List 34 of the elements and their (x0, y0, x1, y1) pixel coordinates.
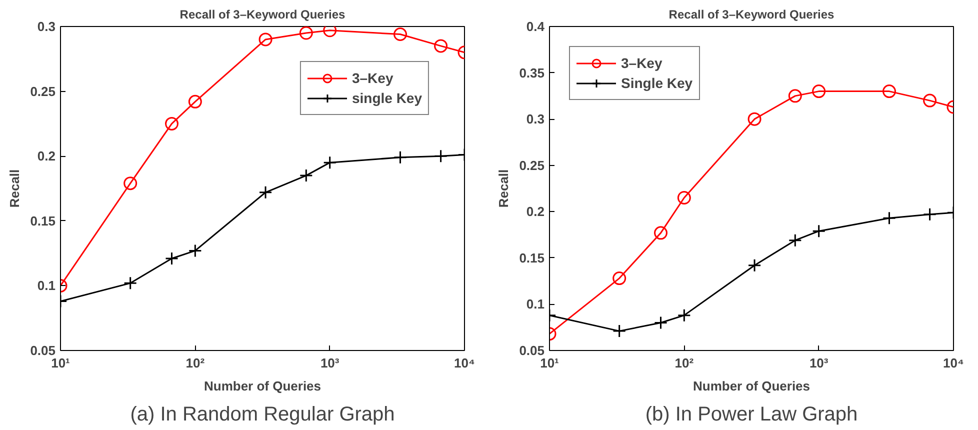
x-tick-label: 10¹ (51, 356, 70, 370)
y-tick-label: 0.35 (519, 65, 545, 80)
x-tick-label: 10⁴ (454, 356, 475, 370)
y-tick-label: 0.05 (519, 343, 545, 358)
chart-title: Recall of 3–Keyword Queries (180, 8, 346, 22)
legend-label: Single Key (621, 75, 693, 91)
x-axis-title: Number of Queries (204, 378, 322, 394)
y-axis-title: Recall (496, 169, 512, 208)
text: (b) In Power Law Graph (645, 404, 858, 426)
y-tick-label: 0.3 (526, 112, 545, 127)
y-axis-title: Recall (7, 169, 22, 208)
y-tick-label: 0.4 (526, 19, 546, 34)
y-tick-label: 0.1 (526, 296, 545, 312)
x-tick-label: 10⁴ (943, 356, 964, 370)
text: (a) In Random Regular Graph (130, 404, 395, 426)
legend-label: single Key (352, 90, 422, 106)
y-tick-label: 0.15 (519, 250, 545, 266)
x-tick-label: 10¹ (540, 356, 559, 370)
y-tick-label: 0.2 (526, 204, 545, 220)
legend-label: 3–Key (621, 55, 662, 71)
y-tick-label: 0.2 (37, 148, 56, 164)
x-tick-label: 10² (674, 356, 694, 370)
y-tick-label: 0.15 (30, 213, 56, 228)
y-tick-label: 0.25 (519, 158, 545, 173)
x-axis-title: Number of Queries (692, 378, 810, 394)
chart-title: Recall of 3–Keyword Queries (668, 8, 835, 22)
x-tick-label: 10³ (320, 356, 340, 370)
legend-label: 3–Key (352, 70, 394, 86)
y-tick-label: 0.1 (37, 278, 56, 294)
y-tick-label: 0.05 (30, 343, 56, 358)
x-tick-label: 10³ (809, 356, 829, 370)
y-tick-label: 0.25 (30, 84, 56, 99)
x-tick-label: 10² (186, 356, 206, 370)
y-tick-label: 0.3 (37, 19, 56, 34)
